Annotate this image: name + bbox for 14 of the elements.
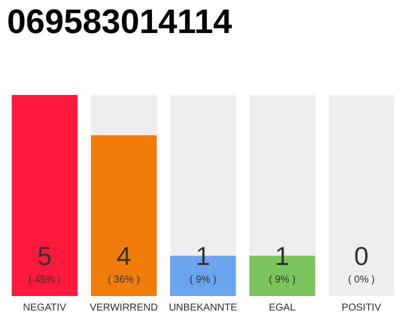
x-tick-label: VERWIRREND (90, 302, 158, 314)
chart-title: 069583014114 (7, 3, 232, 41)
x-tick-label: NEGATIV (23, 302, 67, 314)
x-tick-label: EGAL (268, 302, 296, 314)
annotation: ( 36% ) (108, 274, 140, 286)
annotation: ( 9% ) (268, 274, 296, 286)
annotation: ( 9% ) (190, 274, 216, 286)
data-label: 0 (354, 241, 369, 271)
annotation: ( 0% ) (348, 274, 375, 286)
data-label: 5 (37, 241, 52, 271)
x-tick-label: UNBEKANNTE (168, 302, 238, 314)
x-tick-label: POSITIV (342, 302, 382, 314)
data-label: 4 (116, 241, 132, 271)
annotation: ( 45% ) (28, 274, 61, 286)
